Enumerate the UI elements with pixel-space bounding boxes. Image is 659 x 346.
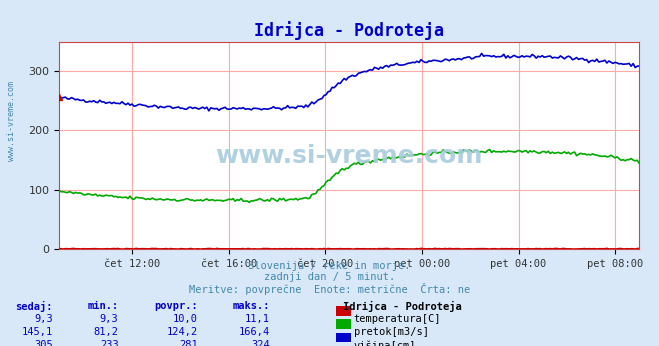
Text: povpr.:: povpr.: (154, 301, 198, 311)
Text: Idrijca - Podroteja: Idrijca - Podroteja (343, 301, 461, 312)
Text: 81,2: 81,2 (94, 327, 119, 337)
Text: Slovenija / reke in morje.: Slovenija / reke in morje. (248, 261, 411, 271)
Text: 324: 324 (252, 340, 270, 346)
Text: www.si-vreme.com: www.si-vreme.com (7, 81, 16, 161)
Text: maks.:: maks.: (233, 301, 270, 311)
Text: zadnji dan / 5 minut.: zadnji dan / 5 minut. (264, 272, 395, 282)
Text: temperatura[C]: temperatura[C] (354, 314, 442, 324)
Text: www.si-vreme.com: www.si-vreme.com (215, 144, 483, 168)
Text: 11,1: 11,1 (245, 314, 270, 324)
Text: 9,3: 9,3 (100, 314, 119, 324)
Text: 9,3: 9,3 (34, 314, 53, 324)
Text: 145,1: 145,1 (22, 327, 53, 337)
Text: 233: 233 (100, 340, 119, 346)
Text: 166,4: 166,4 (239, 327, 270, 337)
Text: 124,2: 124,2 (167, 327, 198, 337)
Text: 305: 305 (34, 340, 53, 346)
Text: 10,0: 10,0 (173, 314, 198, 324)
Text: Meritve: povprečne  Enote: metrične  Črta: ne: Meritve: povprečne Enote: metrične Črta:… (189, 283, 470, 295)
Text: min.:: min.: (88, 301, 119, 311)
Text: sedaj:: sedaj: (15, 301, 53, 312)
Title: Idrijca - Podroteja: Idrijca - Podroteja (254, 21, 444, 40)
Text: 281: 281 (179, 340, 198, 346)
Text: pretok[m3/s]: pretok[m3/s] (354, 327, 429, 337)
Text: višina[cm]: višina[cm] (354, 340, 416, 346)
